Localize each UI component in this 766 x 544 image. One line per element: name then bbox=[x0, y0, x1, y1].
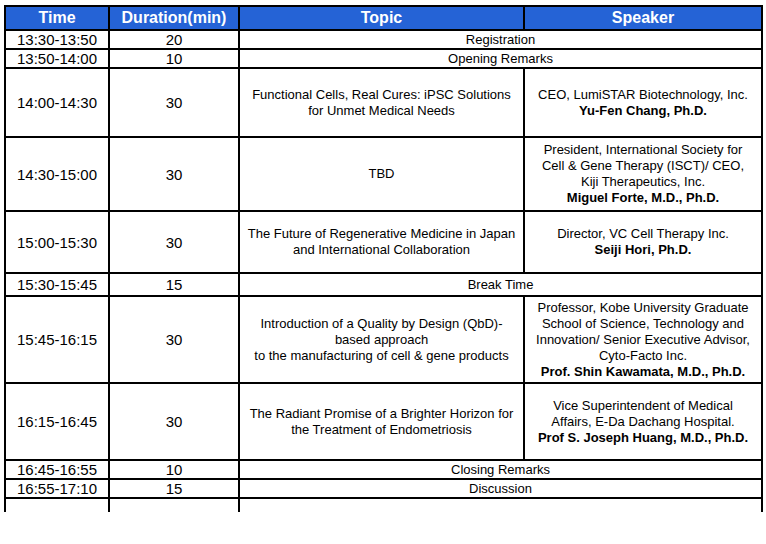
merged-session-cell: Discussion bbox=[239, 479, 762, 498]
topic-cell: Functional Cells, Real Cures: iPSC Solut… bbox=[239, 68, 524, 137]
time-cell: 15:30-15:45 bbox=[5, 273, 109, 296]
time-cell: 13:50-14:00 bbox=[5, 49, 109, 68]
speaker-cell: President, International Society forCell… bbox=[524, 137, 762, 211]
speaker-affiliation-line: Kiji Therapeutics, Inc. bbox=[529, 174, 757, 190]
agenda-row: 15:45-16:1530 Introduction of a Quality b… bbox=[5, 296, 762, 383]
duration-cell: 20 bbox=[109, 30, 239, 49]
speaker-affiliation-line: School of Science, Technology and bbox=[529, 316, 757, 332]
agenda-row: 15:00-15:3030 The Future of Regenerative … bbox=[5, 211, 762, 273]
duration-cell: 30 bbox=[109, 68, 239, 137]
col-header-time: Time bbox=[5, 6, 109, 30]
time-cell: 16:15-16:45 bbox=[5, 383, 109, 460]
speaker-cell: Vice Superintendent of MedicalAffairs, E… bbox=[524, 383, 762, 460]
speaker-affiliation-line: Cyto-Facto Inc. bbox=[529, 348, 757, 364]
speaker-name: Prof. Shin Kawamata, M.D., Ph.D. bbox=[529, 364, 757, 380]
speaker-name: Seiji Hori, Ph.D. bbox=[529, 242, 757, 258]
speaker-cell: CEO, LumiSTAR Biotechnology, Inc.Yu-Fen … bbox=[524, 68, 762, 137]
time-cell bbox=[5, 498, 109, 512]
speaker-affiliation-line: Affairs, E-Da Dachang Hospital. bbox=[529, 414, 757, 430]
duration-cell: 15 bbox=[109, 273, 239, 296]
agenda-row: 16:55-17:1015Discussion bbox=[5, 479, 762, 498]
agenda-row: 16:15-16:4530 The Radiant Promise of a Br… bbox=[5, 383, 762, 460]
time-cell: 15:00-15:30 bbox=[5, 211, 109, 273]
time-cell: 13:30-13:50 bbox=[5, 30, 109, 49]
time-cell: 16:45-16:55 bbox=[5, 460, 109, 479]
speaker-name: Miguel Forte, M.D., Ph.D. bbox=[529, 190, 757, 206]
merged-session-cell: Closing Remarks bbox=[239, 460, 762, 479]
topic-cell: The Future of Regenerative Medicine in J… bbox=[239, 211, 524, 273]
speaker-affiliation-line: Cell & Gene Therapy (ISCT)/ CEO, bbox=[529, 158, 757, 174]
topic-line: The Radiant Promise of a Brighter Horizo… bbox=[244, 406, 519, 422]
agenda-table: Time Duration(min) Topic Speaker 13:30-1… bbox=[4, 5, 763, 512]
topic-cell: TBD bbox=[239, 137, 524, 211]
agenda-row: 16:45-16:5510Closing Remarks bbox=[5, 460, 762, 479]
speaker-cell: Professor, Kobe University GraduateSchoo… bbox=[524, 296, 762, 383]
duration-cell: 15 bbox=[109, 479, 239, 498]
header-row: Time Duration(min) Topic Speaker bbox=[5, 6, 762, 30]
agenda-page: Time Duration(min) Topic Speaker 13:30-1… bbox=[0, 0, 766, 544]
topic-line: TBD bbox=[244, 166, 519, 182]
speaker-name: Prof S. Joseph Huang, M.D., Ph.D. bbox=[529, 430, 757, 446]
speaker-name: Yu-Fen Chang, Ph.D. bbox=[529, 103, 757, 119]
speaker-affiliation-line: Vice Superintendent of Medical bbox=[529, 398, 757, 414]
topic-cell: The Radiant Promise of a Brighter Horizo… bbox=[239, 383, 524, 460]
duration-cell: 30 bbox=[109, 296, 239, 383]
col-header-speaker: Speaker bbox=[524, 6, 762, 30]
topic-line: based approach bbox=[244, 332, 519, 348]
merged-session-cell: Registration bbox=[239, 30, 762, 49]
merged-session-cell: Opening Remarks bbox=[239, 49, 762, 68]
duration-cell: 30 bbox=[109, 211, 239, 273]
merged-session-cell bbox=[239, 498, 762, 512]
partial-cutoff-row bbox=[5, 498, 762, 512]
speaker-affiliation-line: Director, VC Cell Therapy Inc. bbox=[529, 226, 757, 242]
speaker-affiliation-line: Professor, Kobe University Graduate bbox=[529, 300, 757, 316]
agenda-row: 13:50-14:0010Opening Remarks bbox=[5, 49, 762, 68]
agenda-row: 14:30-15:0030 TBD President, International… bbox=[5, 137, 762, 211]
speaker-affiliation-line: CEO, LumiSTAR Biotechnology, Inc. bbox=[529, 87, 757, 103]
merged-session-cell: Break Time bbox=[239, 273, 762, 296]
duration-cell: 10 bbox=[109, 49, 239, 68]
col-header-topic: Topic bbox=[239, 6, 524, 30]
topic-line: Introduction of a Quality by Design (QbD… bbox=[244, 316, 519, 332]
time-cell: 15:45-16:15 bbox=[5, 296, 109, 383]
speaker-affiliation-line: President, International Society for bbox=[529, 142, 757, 158]
duration-cell: 30 bbox=[109, 383, 239, 460]
agenda-row: 14:00-14:3030 Functional Cells, Real Cure… bbox=[5, 68, 762, 137]
duration-cell: 30 bbox=[109, 137, 239, 211]
duration-cell: 10 bbox=[109, 460, 239, 479]
topic-line: Functional Cells, Real Cures: iPSC Solut… bbox=[244, 87, 519, 103]
agenda-row: 13:30-13:5020Registration bbox=[5, 30, 762, 49]
topic-line: for Unmet Medical Needs bbox=[244, 103, 519, 119]
topic-cell: Introduction of a Quality by Design (QbD… bbox=[239, 296, 524, 383]
col-header-duration: Duration(min) bbox=[109, 6, 239, 30]
speaker-affiliation-line: Innovation/ Senior Executive Advisor, bbox=[529, 332, 757, 348]
time-cell: 14:30-15:00 bbox=[5, 137, 109, 211]
topic-line: the Treatment of Endometriosis bbox=[244, 422, 519, 438]
agenda-row: 15:30-15:4515Break Time bbox=[5, 273, 762, 296]
speaker-cell: Director, VC Cell Therapy Inc.Seiji Hori… bbox=[524, 211, 762, 273]
topic-line: and International Collaboration bbox=[244, 242, 519, 258]
duration-cell bbox=[109, 498, 239, 512]
time-cell: 16:55-17:10 bbox=[5, 479, 109, 498]
topic-line: The Future of Regenerative Medicine in J… bbox=[244, 226, 519, 242]
topic-line: to the manufacturing of cell & gene prod… bbox=[244, 348, 519, 364]
time-cell: 14:00-14:30 bbox=[5, 68, 109, 137]
